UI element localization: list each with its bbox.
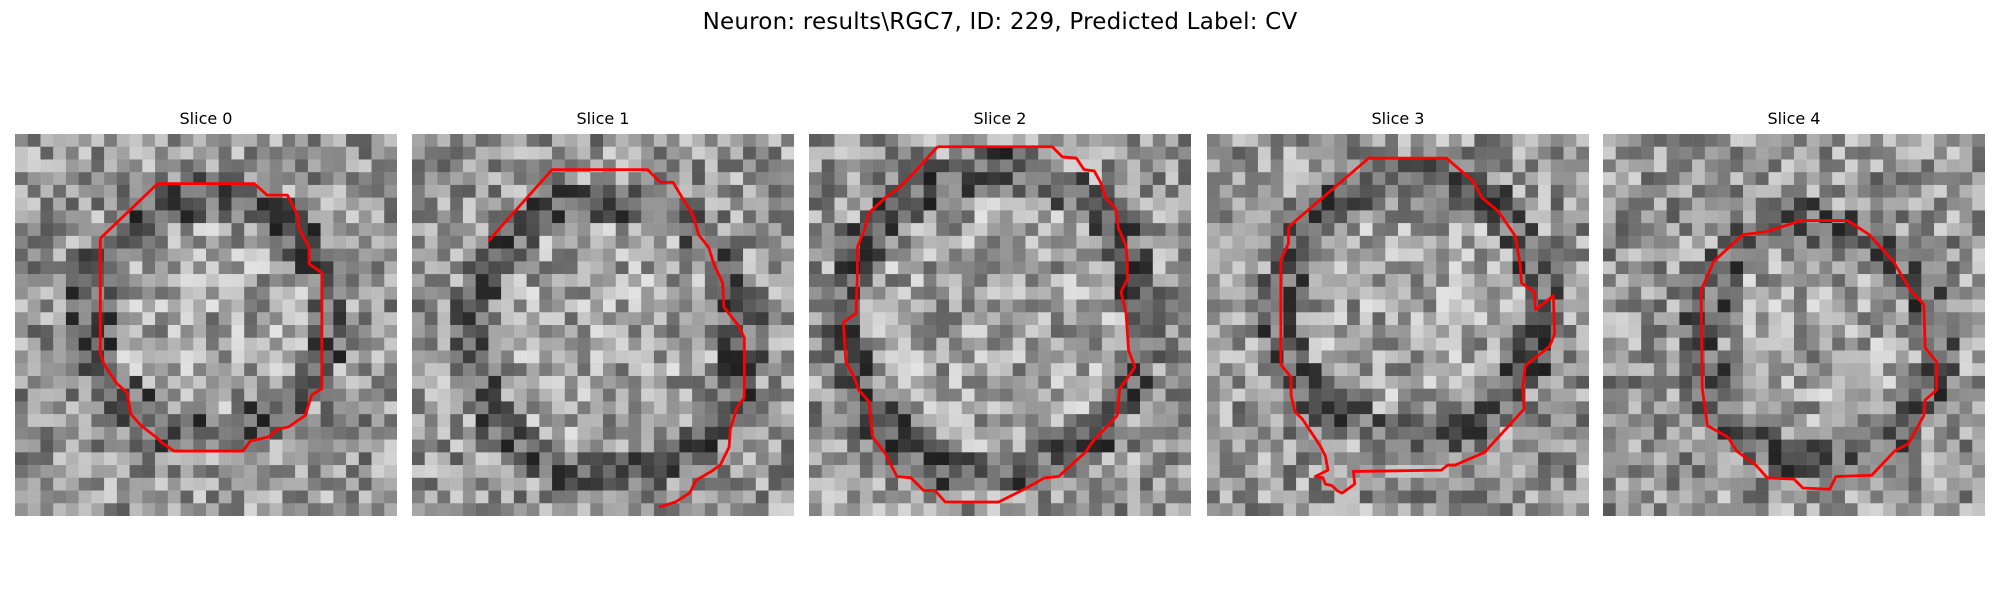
- slice-image: [15, 134, 397, 516]
- predicted-contour: [1699, 219, 1939, 491]
- figure-title: Neuron: results\RGC7, ID: 229, Predicted…: [702, 9, 1298, 35]
- slice-title: Slice 4: [1767, 109, 1821, 128]
- pixel-grid: [1603, 134, 1985, 516]
- predicted-contour: [98, 182, 324, 453]
- slice-image: [412, 134, 794, 516]
- slice-image: [809, 134, 1191, 516]
- slice-title: Slice 2: [973, 109, 1027, 128]
- pixel-grid: [809, 134, 1191, 516]
- slice-title: Slice 0: [179, 109, 233, 128]
- predicted-contour: [841, 145, 1137, 504]
- pixel-grid: [1207, 134, 1589, 516]
- slice-image: [1603, 134, 1985, 516]
- slice-title: Slice 3: [1371, 109, 1425, 128]
- predicted-contour: [487, 168, 746, 509]
- slice-title: Slice 1: [576, 109, 630, 128]
- slice-image: [1207, 134, 1589, 516]
- pixel-grid: [15, 134, 397, 516]
- predicted-contour: [1279, 156, 1557, 495]
